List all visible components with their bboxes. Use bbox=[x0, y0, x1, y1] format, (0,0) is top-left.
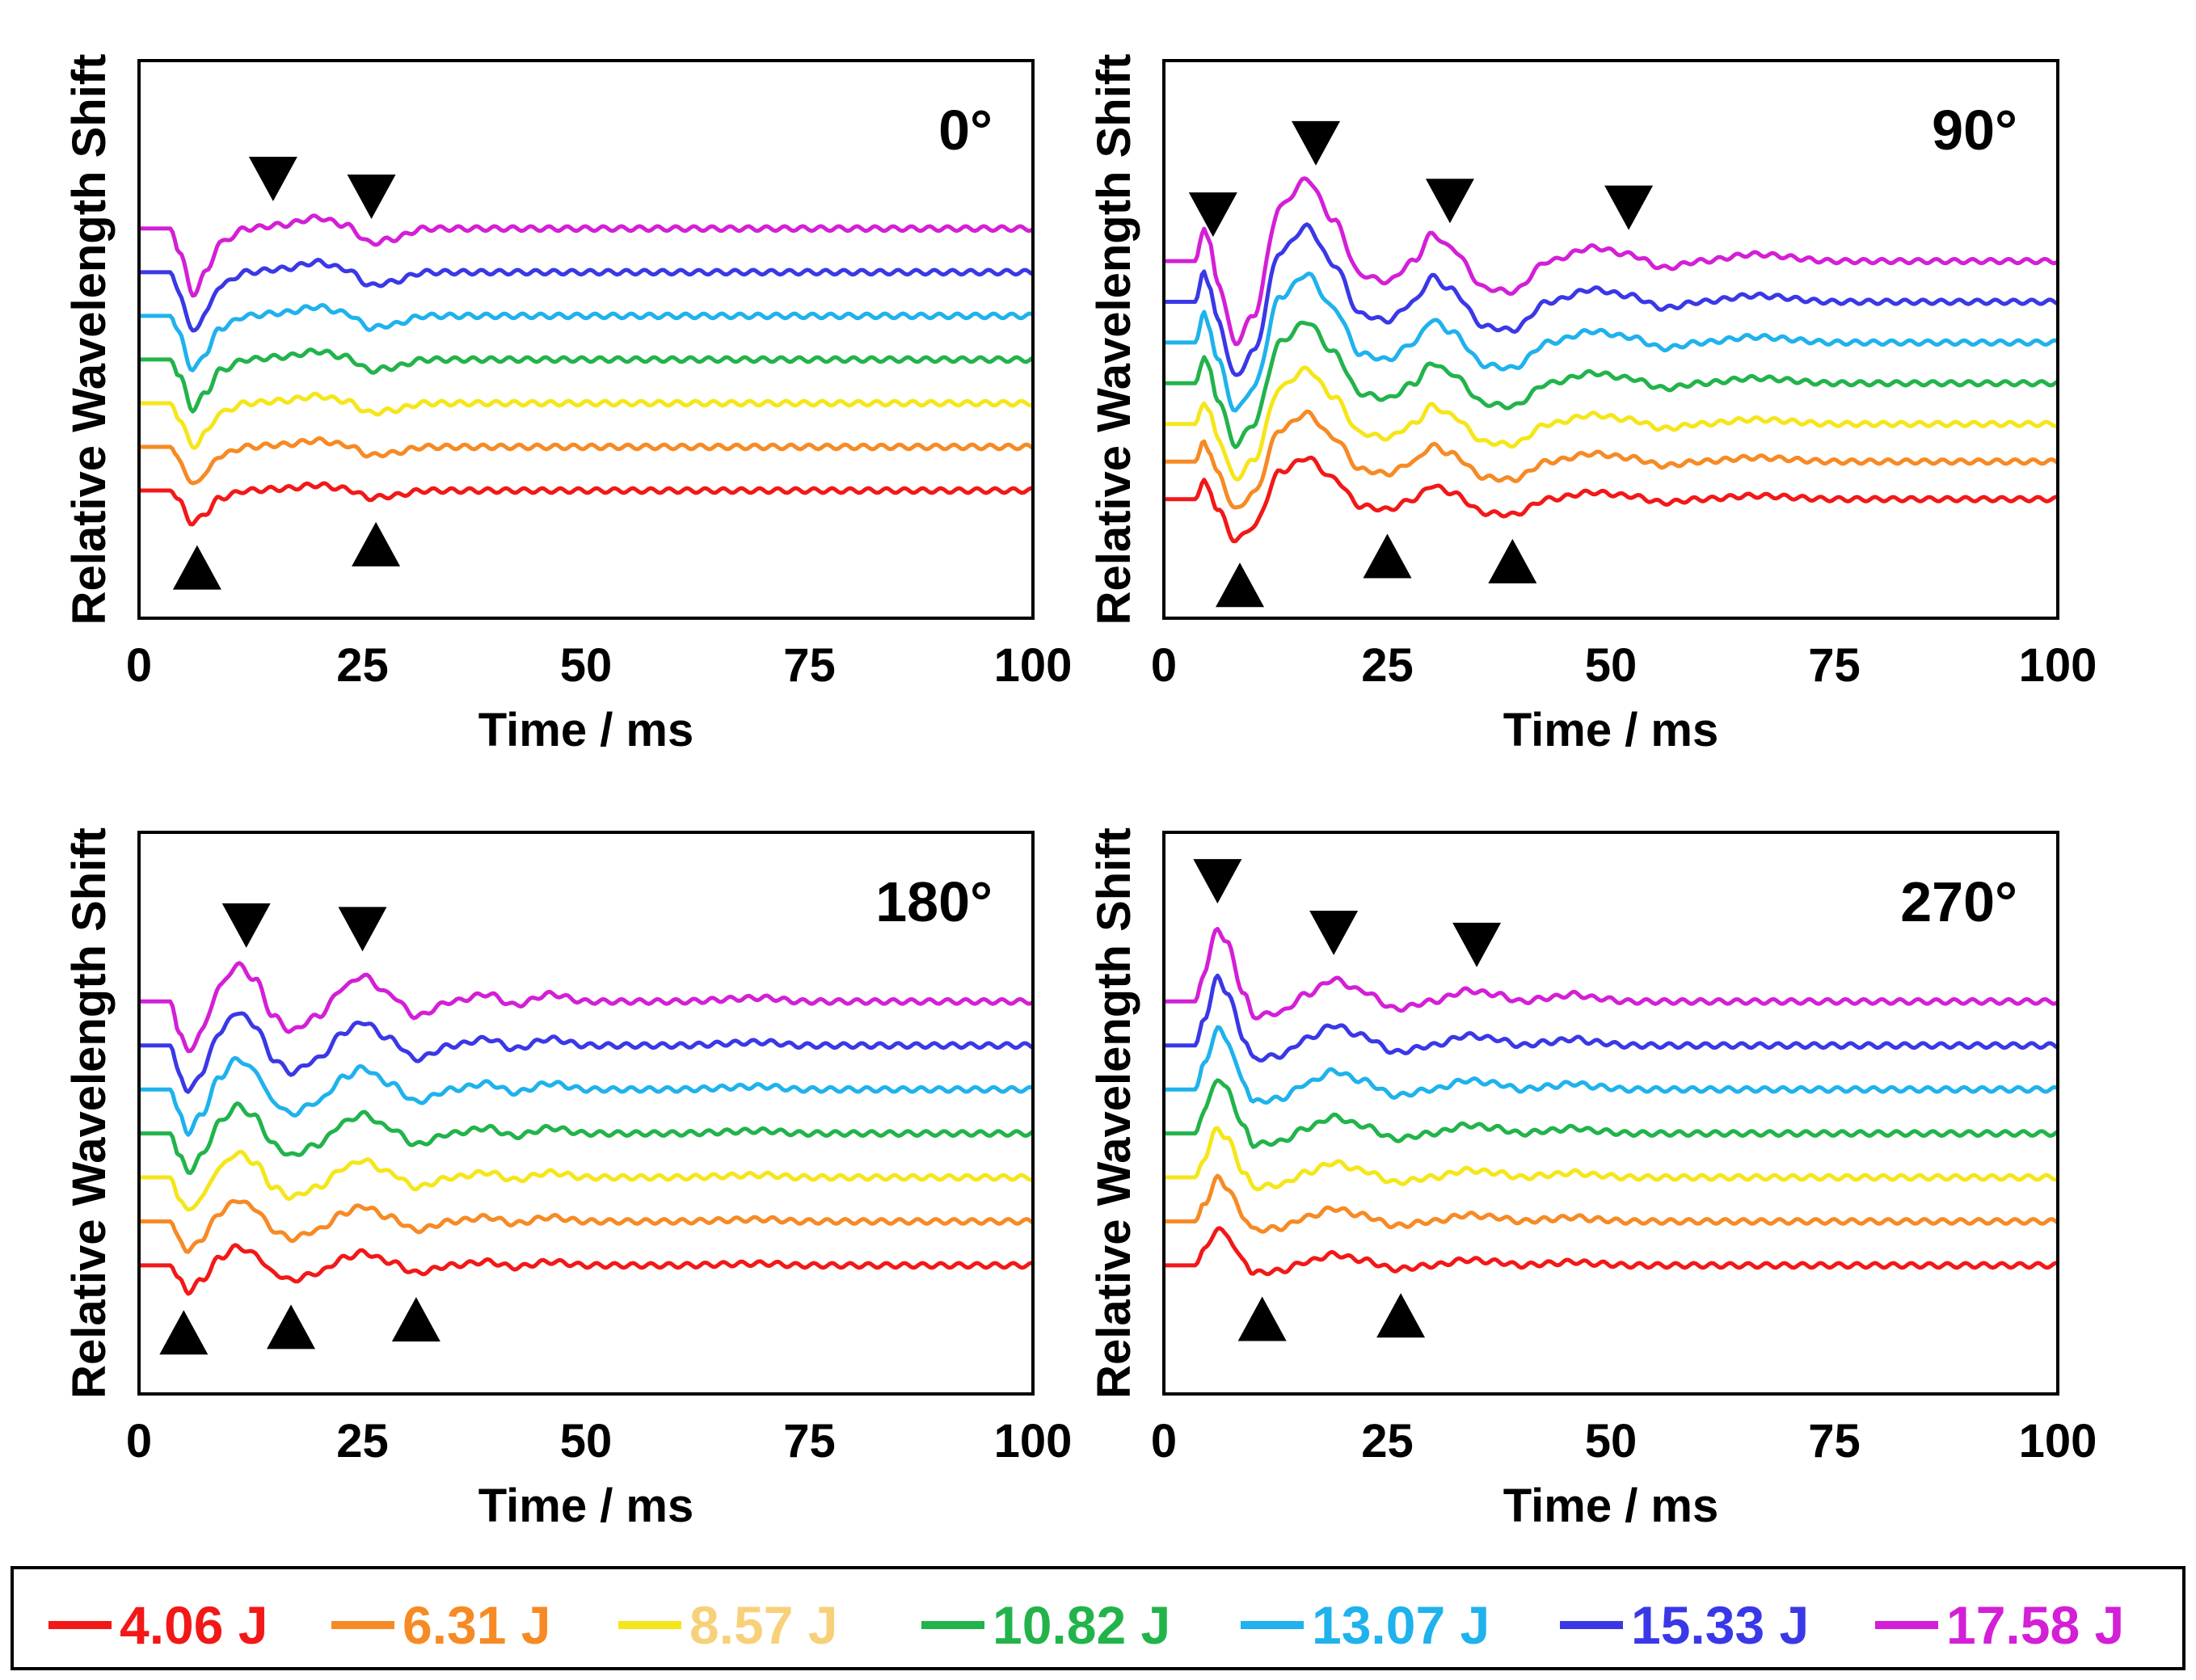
legend-label: 6.31 J bbox=[403, 1595, 551, 1655]
panel-0: 0 25 50 75 100 Time / ms Relative Wavelength S… bbox=[63, 54, 1072, 756]
plot-frame bbox=[1162, 831, 2059, 1396]
x-tick-label: 25 bbox=[1361, 639, 1414, 692]
down-triangle-marker bbox=[347, 174, 396, 219]
series-line-4-06-J bbox=[1164, 455, 2059, 544]
x-tick-label: 0 bbox=[1151, 639, 1177, 692]
series-line-15-33-J bbox=[1164, 973, 2059, 1063]
series-line-6-31-J bbox=[1164, 1173, 2059, 1234]
down-triangle-marker bbox=[338, 907, 387, 952]
series-line-4-06-J bbox=[139, 1243, 1034, 1296]
up-triangle-marker bbox=[391, 1297, 440, 1342]
series-line-17-58-J bbox=[1164, 927, 2059, 1021]
up-triangle-marker bbox=[1488, 538, 1537, 583]
series-line-8-57-J bbox=[1164, 365, 2059, 482]
up-triangle-marker bbox=[159, 1310, 209, 1355]
series-line-15-33-J bbox=[139, 258, 1035, 333]
panel-3: 0 25 50 75 100 Time / ms Relative Wavelength S… bbox=[1088, 827, 2097, 1532]
series-line-6-31-J bbox=[139, 436, 1035, 486]
panel-angle-label: 0° bbox=[938, 99, 993, 162]
up-triangle-marker bbox=[1237, 1296, 1287, 1341]
up-triangle-marker bbox=[1376, 1293, 1426, 1338]
x-axis-label: Time / ms bbox=[478, 1480, 694, 1532]
x-tick-label: 0 bbox=[1151, 1415, 1177, 1467]
series-line-13-07-J bbox=[1164, 272, 2059, 413]
up-triangle-marker bbox=[352, 521, 401, 566]
series-line-15-33-J bbox=[139, 1011, 1035, 1094]
up-triangle-marker bbox=[267, 1304, 316, 1349]
x-tick-label: 100 bbox=[2019, 639, 2097, 692]
plot-frame bbox=[137, 831, 1035, 1396]
up-triangle-marker bbox=[1216, 562, 1265, 608]
legend-label: 8.57 J bbox=[689, 1595, 838, 1655]
series-line-6-31-J bbox=[139, 1198, 1035, 1254]
series-line-15-33-J bbox=[1164, 222, 2059, 377]
panel-angle-label: 180° bbox=[875, 870, 993, 933]
legend-label: 10.82 J bbox=[993, 1595, 1170, 1655]
plot-frame bbox=[1162, 59, 2059, 620]
legend: 4.06 J 6.31 J 8.57 J 10.82 J 13.07 J 15.33 J 1… bbox=[11, 1566, 2185, 1670]
down-triangle-marker bbox=[1425, 179, 1474, 224]
y-axis-label: Relative Wavelength Shift bbox=[1088, 827, 1140, 1399]
series-line-8-57-J bbox=[139, 391, 1034, 450]
x-axis-label: Time / ms bbox=[478, 704, 694, 756]
legend-label: 4.06 J bbox=[120, 1595, 268, 1655]
x-tick-label: 100 bbox=[994, 1415, 1073, 1467]
series-line-4-06-J bbox=[1164, 1226, 2059, 1277]
down-triangle-marker bbox=[1604, 185, 1654, 230]
x-axis-label: Time / ms bbox=[1503, 1480, 1719, 1532]
x-tick-label: 50 bbox=[1585, 639, 1638, 692]
series-line-10-82-J bbox=[139, 1101, 1035, 1175]
x-tick-label: 50 bbox=[560, 1415, 613, 1467]
down-triangle-marker bbox=[1292, 120, 1341, 166]
x-tick-label: 75 bbox=[1808, 1415, 1861, 1467]
series-line-8-57-J bbox=[1164, 1126, 2059, 1192]
series-line-6-31-J bbox=[1164, 409, 2059, 510]
x-tick-label: 25 bbox=[336, 639, 389, 692]
legend-label: 15.33 J bbox=[1631, 1595, 1809, 1655]
legend-label: 17.58 J bbox=[1946, 1595, 2124, 1655]
series-line-13-07-J bbox=[139, 302, 1035, 373]
series-line-17-58-J bbox=[139, 961, 1035, 1054]
x-tick-label: 25 bbox=[336, 1415, 389, 1467]
up-triangle-marker bbox=[172, 545, 221, 590]
x-tick-label: 100 bbox=[2019, 1415, 2097, 1467]
x-tick-label: 25 bbox=[1361, 1415, 1414, 1467]
y-axis-label: Relative Wavelength Shift bbox=[1088, 54, 1140, 625]
x-tick-label: 75 bbox=[783, 1415, 836, 1467]
series-line-17-58-J bbox=[139, 213, 1035, 298]
series-line-10-82-J bbox=[1164, 1078, 2059, 1149]
series-line-10-82-J bbox=[139, 347, 1035, 414]
panel-1: 0 25 50 75 100 Time / ms Relative Wavelength S… bbox=[1088, 54, 2097, 756]
down-triangle-marker bbox=[1193, 859, 1242, 904]
panel-2: 0 25 50 75 100 Time / ms Relative Wavelength S… bbox=[63, 827, 1072, 1532]
series-line-8-57-J bbox=[139, 1149, 1034, 1212]
panel-angle-label: 270° bbox=[1900, 870, 2017, 933]
x-tick-label: 0 bbox=[126, 1415, 152, 1467]
plot-frame bbox=[137, 59, 1035, 620]
x-tick-label: 50 bbox=[1585, 1415, 1638, 1467]
y-axis-label: Relative Wavelength Shift bbox=[63, 54, 116, 625]
up-triangle-marker bbox=[1363, 533, 1412, 579]
down-triangle-marker bbox=[248, 157, 297, 202]
legend-frame bbox=[11, 1566, 2185, 1670]
down-triangle-marker bbox=[1309, 910, 1359, 955]
y-axis-label: Relative Wavelength Shift bbox=[63, 827, 116, 1399]
series-line-17-58-J bbox=[1164, 176, 2059, 347]
x-axis-label: Time / ms bbox=[1503, 704, 1719, 756]
series-line-4-06-J bbox=[139, 481, 1034, 527]
x-tick-label: 75 bbox=[1808, 639, 1861, 692]
x-tick-label: 50 bbox=[560, 639, 613, 692]
down-triangle-marker bbox=[1188, 192, 1237, 238]
series-line-13-07-J bbox=[1164, 1025, 2059, 1105]
legend-label: 13.07 J bbox=[1312, 1595, 1490, 1655]
down-triangle-marker bbox=[1452, 922, 1502, 967]
x-tick-label: 100 bbox=[994, 639, 1073, 692]
x-tick-label: 0 bbox=[126, 639, 152, 692]
x-tick-label: 75 bbox=[783, 639, 836, 692]
down-triangle-marker bbox=[221, 903, 271, 948]
panel-angle-label: 90° bbox=[1932, 99, 2017, 162]
series-line-13-07-J bbox=[139, 1055, 1035, 1137]
series-line-10-82-J bbox=[1164, 320, 2059, 449]
